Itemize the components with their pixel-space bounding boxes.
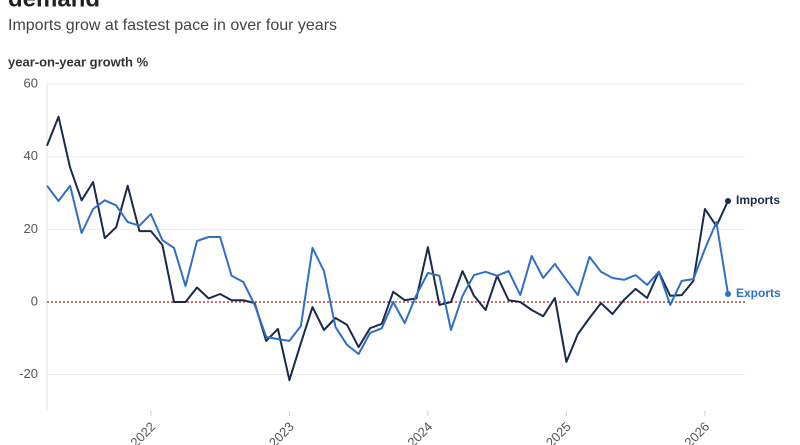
x-tick-label: 2023 xyxy=(266,419,297,445)
series-label: Exports xyxy=(736,286,781,300)
y-axis-label: year-on-year growth % xyxy=(8,54,149,69)
y-tick-label: -20 xyxy=(19,366,38,381)
y-tick-label: 60 xyxy=(24,75,38,90)
x-tick-label: 2025 xyxy=(543,419,574,445)
y-tick-label: 40 xyxy=(24,148,38,163)
series-line xyxy=(46,184,729,355)
x-tick-label: 2022 xyxy=(127,419,158,445)
y-tick-label: 20 xyxy=(24,221,38,236)
series-line xyxy=(46,115,729,382)
chart-subtitle: Imports grow at fastest pace in over fou… xyxy=(8,17,337,34)
x-tick-label: 2024 xyxy=(404,419,435,445)
end-point xyxy=(725,197,731,204)
chart-title: demand xyxy=(8,0,100,12)
x-tick-label: 2026 xyxy=(681,419,712,445)
y-tick-label: 0 xyxy=(31,293,38,308)
end-point xyxy=(725,291,731,298)
series-label: Imports xyxy=(736,193,780,207)
